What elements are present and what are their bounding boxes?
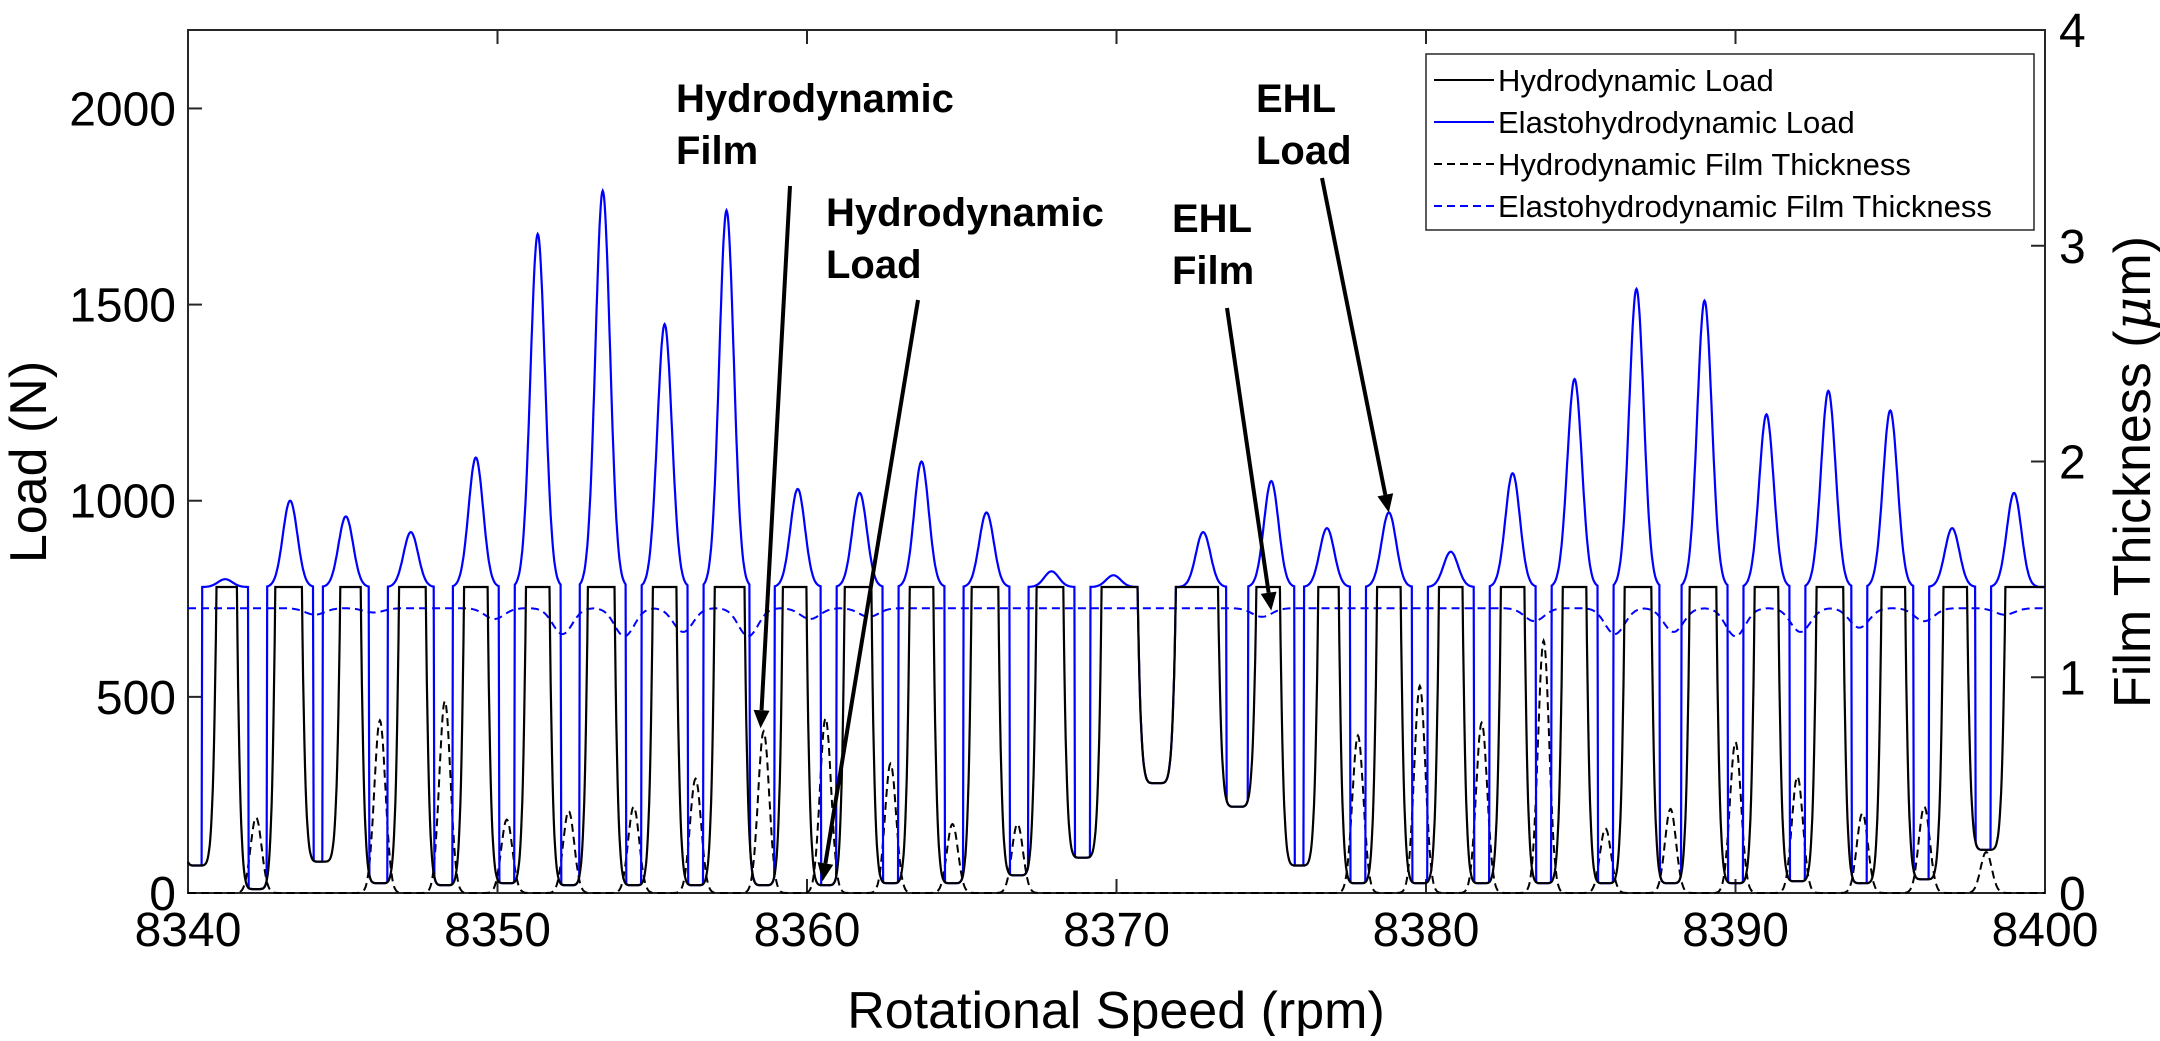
y-left-tick-label: 500: [96, 672, 176, 725]
annotation-label: Film: [1172, 249, 1254, 293]
x-tick-label: 8380: [1373, 904, 1480, 957]
x-tick-label: 8350: [444, 904, 551, 957]
x-tick-label: 8390: [1682, 904, 1789, 957]
legend-label: Elastohydrodynamic Film Thickness: [1498, 189, 1992, 224]
y-right-tick-label: 4: [2059, 5, 2086, 58]
annotation-arrow: [1320, 177, 1388, 496]
x-tick-label: 8400: [1992, 904, 2099, 957]
annotation-label: EHL: [1172, 197, 1252, 241]
legend-label: Elastohydrodynamic Load: [1498, 105, 1855, 140]
annotation-arrow: [823, 299, 920, 864]
legend-label: Hydrodynamic Film Thickness: [1498, 147, 1911, 182]
y-right-title-before: Film Thickness (: [2104, 330, 2160, 708]
annotation-label: Film: [676, 129, 758, 173]
legend-label: Hydrodynamic Load: [1498, 63, 1774, 98]
y-right-title-after: m): [2104, 236, 2160, 297]
y-right-tick-label: 2: [2059, 437, 2086, 490]
legend: Hydrodynamic Load Elastohydrodynamic Load…: [1425, 53, 2035, 231]
y-right-tick-label: 1: [2059, 652, 2086, 705]
hydrodynamic-film-thickness-line: [188, 637, 2045, 894]
annotation-label: Load: [826, 243, 922, 287]
legend-box: [1425, 53, 2035, 231]
annotation-arrow: [759, 185, 792, 711]
y-left-tick-label: 2000: [69, 83, 176, 136]
annotation-arrow: [1225, 307, 1271, 594]
annotation-arrowhead: [1377, 493, 1394, 513]
series-group: [187, 187, 2045, 894]
y-left-axis-title: Load (N): [0, 361, 58, 563]
annotation-label: Hydrodynamic: [826, 191, 1104, 235]
annotations: HydrodynamicFilmHydrodynamicLoadEHLFilmE…: [676, 77, 1394, 882]
annotation-label: EHL: [1256, 77, 1336, 121]
annotation-arrowhead: [817, 862, 834, 882]
tick-marks: [187, 29, 2046, 894]
x-tick-label: 8340: [135, 904, 242, 957]
hydrodynamic-load-line: [187, 585, 2045, 891]
y-right-tick-label: 3: [2059, 221, 2086, 274]
y-right-title-mu: μ: [2103, 297, 2160, 331]
y-right-axis-title: Film Thickness (μm): [2103, 236, 2160, 708]
x-tick-label: 8360: [754, 904, 861, 957]
annotation-arrowhead: [1260, 591, 1277, 611]
annotation-label: Hydrodynamic: [676, 77, 954, 121]
y-left-tick-label: 1000: [69, 476, 176, 529]
annotation-label: Load: [1256, 129, 1352, 173]
y-left-tick-label: 0: [149, 868, 176, 921]
x-tick-label: 8370: [1063, 904, 1170, 957]
annotation-arrowhead: [753, 709, 770, 729]
tick-labels: 8340 8350 8360 8370 8380 8390 8400050010001500…: [69, 5, 2098, 957]
ehl-film-thickness-line: [188, 607, 2045, 638]
y-right-tick-label: 0: [2059, 868, 2086, 921]
y-left-tick-label: 1500: [69, 280, 176, 333]
x-axis-title: Rotational Speed (rpm): [847, 982, 1385, 1036]
